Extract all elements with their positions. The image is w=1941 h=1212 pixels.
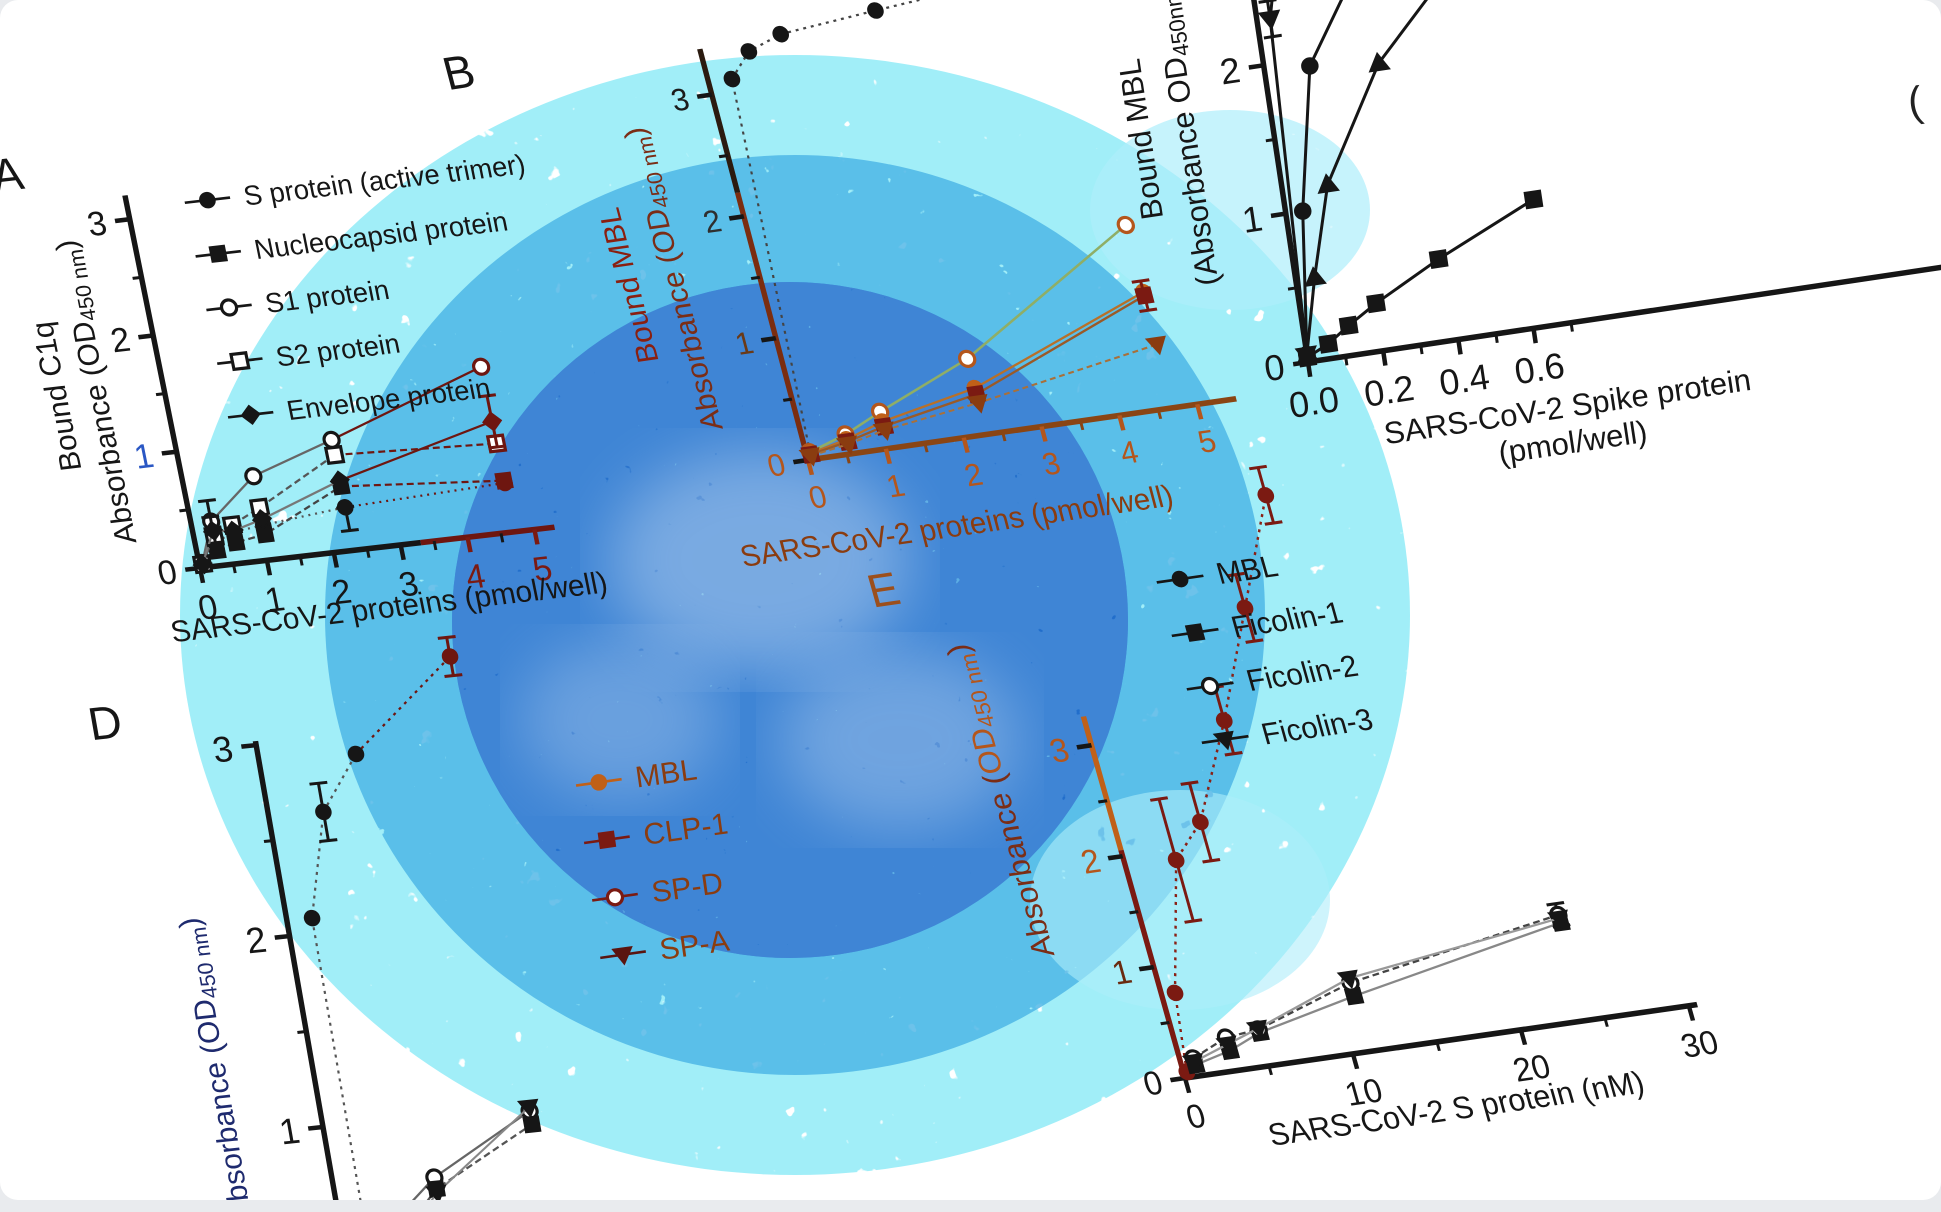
panel-a-chart: A 0 1 2 3 0 1 2 3 4 5 SARS-CoV-2 proteins (pmol/wel… [0, 87, 648, 711]
svg-text:MBL: MBL [633, 753, 699, 794]
svg-text:0.0: 0.0 [1286, 378, 1342, 426]
svg-text:Ficolin-3: Ficolin-3 [1258, 703, 1377, 751]
series-series-square [1297, 189, 1544, 368]
svg-text:1: 1 [276, 1110, 303, 1153]
series-sp-a [798, 335, 1166, 467]
svg-text:S1 protein: S1 protein [262, 274, 391, 319]
series-low-square [377, 1115, 542, 1200]
svg-text:MBL: MBL [1213, 550, 1282, 591]
legend-legendB: MBL CLP-1 SP-D SP-A [575, 753, 732, 967]
series-mbl [1149, 464, 1283, 1081]
svg-text:0: 0 [763, 447, 789, 484]
svg-text:B: B [437, 44, 480, 100]
sphere-layers [180, 55, 1410, 1175]
panel-e-chart: E 0 1 2 3 0 10 20 30 SARS-CoV-2 S protein (nM) Abs… [777, 437, 1815, 1200]
series-envelope-protein [192, 393, 507, 575]
series-low-triangle [378, 1098, 539, 1200]
svg-text:SP-A: SP-A [658, 924, 732, 966]
svg-text:3: 3 [84, 204, 110, 244]
series-mbl [303, 634, 463, 1200]
svg-text:3: 3 [1046, 732, 1074, 771]
svg-text:1: 1 [731, 325, 757, 362]
svg-text:1: 1 [1239, 197, 1265, 241]
panel-b-legend: MBL CLP-1 SP-D SP-A [542, 713, 918, 1038]
svg-text:2: 2 [1217, 49, 1243, 93]
panel-d-chart: D 1 2 3 Absorbance (OD450 nm) [29, 615, 802, 1200]
svg-text:0.6: 0.6 [1512, 344, 1568, 392]
svg-text:2: 2 [107, 321, 133, 361]
svg-text:2: 2 [1077, 843, 1105, 882]
panel-legendB-content: MBL CLP-1 SP-D SP-A [575, 753, 732, 967]
svg-text:E: E [861, 562, 905, 618]
svg-text:0: 0 [1139, 1065, 1167, 1104]
svg-text:Absorbance (OD450 nm): Absorbance (OD450 nm) [940, 642, 1064, 960]
svg-text:0: 0 [1182, 1098, 1210, 1137]
svg-text:D: D [84, 695, 126, 750]
svg-text:2: 2 [243, 919, 270, 962]
svg-text:1: 1 [1108, 954, 1136, 993]
svg-text:2: 2 [961, 456, 987, 493]
svg-text:CLP-1: CLP-1 [641, 807, 730, 852]
svg-text:2: 2 [699, 203, 725, 240]
svg-text:0: 0 [805, 479, 831, 516]
svg-text:1: 1 [131, 437, 157, 477]
panel-b-chart: B 0 1 2 3 0 1 2 3 4 5 SARS-CoV-2 proteins (pmol/wel… [399, 0, 1237, 650]
svg-text:Envelope protein: Envelope protein [284, 372, 493, 426]
svg-text:0.4: 0.4 [1437, 356, 1493, 404]
series-ficolin-3 [1181, 909, 1568, 1073]
svg-text:0: 0 [1261, 346, 1287, 390]
svg-text:3: 3 [1038, 445, 1064, 482]
svg-text:3: 3 [667, 81, 693, 118]
svg-text:0.2: 0.2 [1361, 367, 1417, 415]
svg-text:0: 0 [154, 553, 180, 593]
svg-text:1: 1 [883, 468, 909, 505]
svg-text:Ficolin-2: Ficolin-2 [1243, 650, 1362, 698]
svg-text:A: A [0, 147, 28, 202]
svg-text:SP-D: SP-D [649, 867, 725, 910]
svg-text:S2 protein: S2 protein [273, 328, 402, 373]
svg-text:30: 30 [1677, 1024, 1723, 1066]
panel-c-chart: 0 1 2 0.0 0.2 0.4 0.6 SARS-CoV-2 Spike protein(… [1057, 0, 1941, 532]
svg-text:3: 3 [209, 728, 236, 771]
